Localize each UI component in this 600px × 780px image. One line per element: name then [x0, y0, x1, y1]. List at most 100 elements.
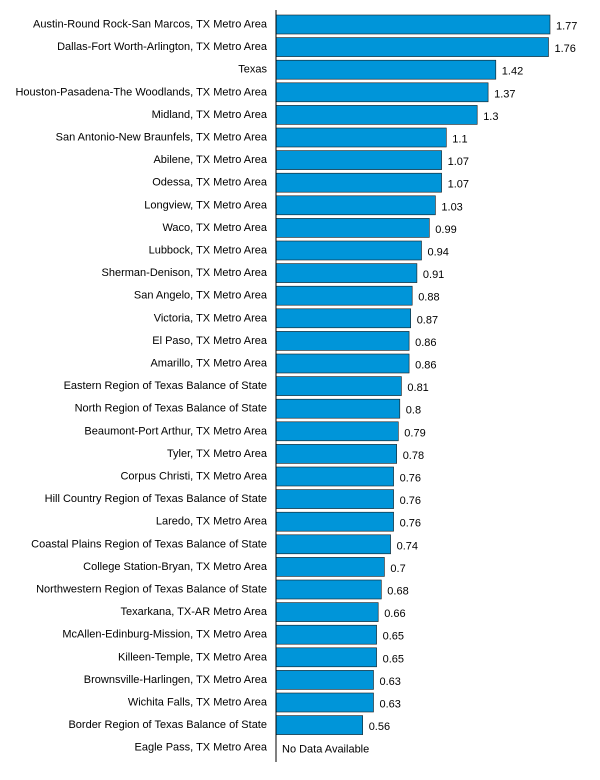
bar [275, 127, 447, 148]
value-label: 0.68 [387, 586, 408, 598]
category-label: North Region of Texas Balance of State [75, 403, 267, 415]
category-label: Killeen-Temple, TX Metro Area [118, 651, 268, 663]
bar [275, 218, 430, 238]
value-label: 0.66 [384, 608, 405, 620]
category-label: McAllen-Edinburg-Mission, TX Metro Area [62, 629, 267, 641]
category-label: Victoria, TX Metro Area [154, 312, 268, 324]
value-label: 0.88 [418, 292, 439, 304]
value-label: 1.76 [555, 43, 576, 55]
value-label: 0.76 [400, 495, 421, 507]
category-label: San Angelo, TX Metro Area [134, 290, 268, 302]
bar [275, 647, 377, 668]
bar [275, 14, 551, 35]
value-label: 0.8 [406, 405, 421, 417]
category-label: Coastal Plains Region of Texas Balance o… [31, 538, 267, 550]
bar [275, 534, 391, 555]
value-label: 0.56 [369, 721, 390, 733]
value-label: 0.81 [407, 382, 428, 394]
category-label: College Station-Bryan, TX Metro Area [83, 561, 268, 573]
value-label: 0.65 [383, 631, 404, 643]
value-label: 0.63 [380, 699, 401, 711]
no-data-label: No Data Available [282, 744, 369, 756]
category-label: Abilene, TX Metro Area [153, 154, 267, 166]
value-label: 1.1 [452, 134, 467, 146]
category-label: Sherman-Denison, TX Metro Area [102, 267, 268, 279]
category-label: Texarkana, TX-AR Metro Area [120, 606, 267, 618]
bar [275, 82, 489, 103]
value-label: 0.74 [397, 540, 418, 552]
value-labels: 1.77 1.76 1.42 1.37 1.3 1.1 1.07 1.07 1.03 0.99 0.… [282, 21, 577, 756]
bar [275, 105, 478, 125]
category-labels: Austin-Round Rock-San Marcos, TX Metro A… [15, 19, 267, 754]
value-label: 0.63 [380, 676, 401, 688]
bar [275, 331, 410, 351]
category-label: Eagle Pass, TX Metro Area [135, 742, 268, 754]
category-label: Lubbock, TX Metro Area [149, 245, 268, 257]
bar [275, 715, 363, 735]
value-label: 1.42 [502, 66, 523, 78]
value-label: 0.91 [423, 269, 444, 281]
value-label: 1.37 [494, 88, 515, 100]
bar [275, 692, 374, 713]
bars-layer [275, 14, 551, 735]
bar [275, 195, 436, 216]
value-label: 0.78 [403, 450, 424, 462]
bar [275, 579, 382, 600]
bar [275, 353, 410, 374]
category-label: Amarillo, TX Metro Area [150, 358, 267, 370]
category-label: Dallas-Fort Worth-Arlington, TX Metro Ar… [57, 41, 268, 53]
category-label: Longview, TX Metro Area [144, 199, 268, 211]
value-label: 0.99 [435, 224, 456, 236]
value-label: 1.3 [483, 111, 498, 123]
value-label: 1.07 [448, 156, 469, 168]
bar [275, 263, 418, 283]
bar [275, 602, 379, 622]
bar [275, 489, 394, 509]
category-label: Corpus Christi, TX Metro Area [120, 471, 267, 483]
value-label: 0.7 [390, 563, 405, 575]
bar [275, 59, 497, 80]
category-label: Beaumont-Port Arthur, TX Metro Area [84, 425, 267, 437]
bar [275, 557, 385, 577]
bar [275, 511, 394, 532]
value-label: 0.76 [400, 473, 421, 485]
category-label: Wichita Falls, TX Metro Area [128, 697, 268, 709]
category-label: Border Region of Texas Balance of State [68, 719, 267, 731]
category-label: Odessa, TX Metro Area [152, 177, 268, 189]
bar [275, 466, 394, 487]
value-label: 0.87 [417, 314, 438, 326]
category-label: Texas [238, 64, 267, 76]
category-label: Northwestern Region of Texas Balance of … [36, 584, 267, 596]
category-label: San Antonio-New Braunfels, TX Metro Area [56, 132, 268, 144]
category-label: Laredo, TX Metro Area [156, 516, 268, 528]
category-label: Hill Country Region of Texas Balance of … [45, 493, 267, 505]
bar [275, 37, 549, 57]
bar [275, 624, 377, 645]
bar [275, 285, 413, 306]
value-label: 0.79 [404, 427, 425, 439]
bar [275, 421, 399, 442]
bar [275, 150, 442, 170]
value-label: 1.07 [448, 179, 469, 191]
bar [275, 398, 401, 419]
bar [275, 240, 422, 261]
value-label: 1.77 [556, 21, 577, 33]
value-label: 0.76 [400, 518, 421, 530]
category-label: Brownsville-Harlingen, TX Metro Area [84, 674, 268, 686]
bar [275, 444, 397, 464]
category-label: Tyler, TX Metro Area [167, 448, 268, 460]
bar [275, 670, 374, 690]
category-label: Austin-Round Rock-San Marcos, TX Metro A… [33, 19, 268, 31]
category-label: Eastern Region of Texas Balance of State [64, 380, 267, 392]
category-label: Waco, TX Metro Area [162, 222, 267, 234]
bar [275, 172, 442, 193]
category-label: Midland, TX Metro Area [152, 109, 268, 121]
value-label: 0.86 [415, 337, 436, 349]
value-label: 0.86 [415, 360, 436, 372]
category-label: El Paso, TX Metro Area [152, 335, 268, 347]
bar [275, 308, 411, 329]
category-label: Houston-Pasadena-The Woodlands, TX Metro… [15, 86, 267, 98]
value-label: 1.03 [441, 201, 462, 213]
value-label: 0.65 [383, 653, 404, 665]
